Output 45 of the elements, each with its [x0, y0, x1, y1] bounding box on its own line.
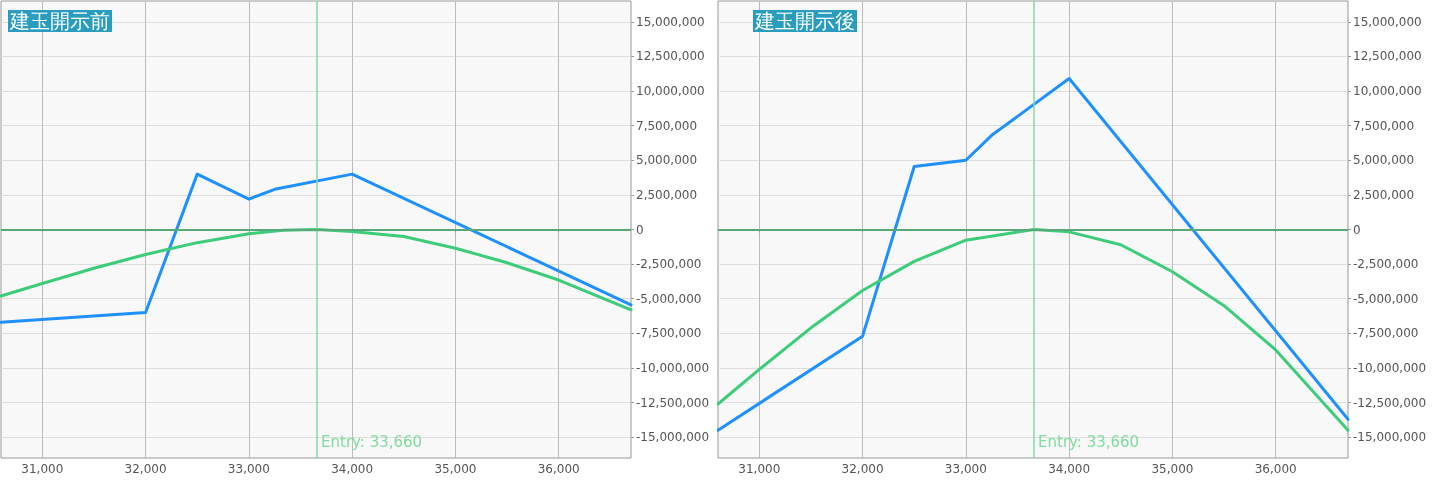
y-tick-label: 12,500,000 [636, 49, 705, 64]
x-tick-label: 31,000 [21, 462, 64, 476]
y-tick-label: -12,500,000 [1353, 395, 1427, 410]
chart-title: 建玉開示後 [754, 9, 855, 33]
y-tick-label: 7,500,000 [1353, 118, 1415, 133]
x-tick-label: 34,000 [1048, 462, 1091, 476]
x-tick-label: 36,000 [537, 462, 580, 476]
y-tick-label: -5,000,000 [636, 291, 702, 306]
line-series [0, 172, 633, 324]
y-tick-label: -7,500,000 [636, 326, 702, 341]
x-tick-label: 35,000 [434, 462, 477, 476]
y-tick-label: -7,500,000 [1353, 326, 1419, 341]
x-tick-label: 33,000 [227, 462, 270, 476]
y-tick-label: -2,500,000 [1353, 257, 1419, 272]
y-tick-label: -10,000,000 [636, 360, 710, 375]
x-tick-label: 32,000 [124, 462, 167, 476]
y-tick-label: -5,000,000 [1353, 291, 1419, 306]
y-tick-label: 0 [636, 222, 644, 237]
x-tick-label: 33,000 [944, 462, 987, 476]
y-tick-label: 5,000,000 [1353, 153, 1415, 168]
y-tick-label: 7,500,000 [636, 118, 698, 133]
y-tick-label: 0 [1353, 222, 1361, 237]
y-tick-label: 12,500,000 [1353, 49, 1422, 64]
y-tick-label: 10,000,000 [1353, 84, 1422, 99]
y-tick-label: 10,000,000 [636, 84, 705, 99]
y-tick-label: -12,500,000 [636, 395, 710, 410]
y-tick-label: 15,000,000 [636, 14, 705, 29]
y-tick-label: -15,000,000 [636, 430, 710, 445]
y-tick-label: -2,500,000 [636, 257, 702, 272]
y-tick-label: 2,500,000 [636, 187, 698, 202]
y-tick-label: 15,000,000 [1353, 14, 1422, 29]
x-tick-label: 34,000 [331, 462, 374, 476]
y-tick-label: -10,000,000 [1353, 360, 1427, 375]
ref-line-label: Entry: 33,660 [321, 432, 423, 451]
y-tick-label: 5,000,000 [636, 153, 698, 168]
y-tick-label: 2,500,000 [1353, 187, 1415, 202]
x-tick-label: 31,000 [738, 462, 781, 476]
ref-line-label: Entry: 33,660 [1038, 432, 1140, 451]
y-tick-label: -15,000,000 [1353, 430, 1427, 445]
x-tick-label: 35,000 [1151, 462, 1194, 476]
line-series [717, 77, 1350, 432]
line-series [717, 228, 1350, 432]
x-tick-label: 32,000 [841, 462, 884, 476]
chart-title: 建玉開示前 [9, 9, 110, 33]
x-tick-label: 36,000 [1254, 462, 1297, 476]
